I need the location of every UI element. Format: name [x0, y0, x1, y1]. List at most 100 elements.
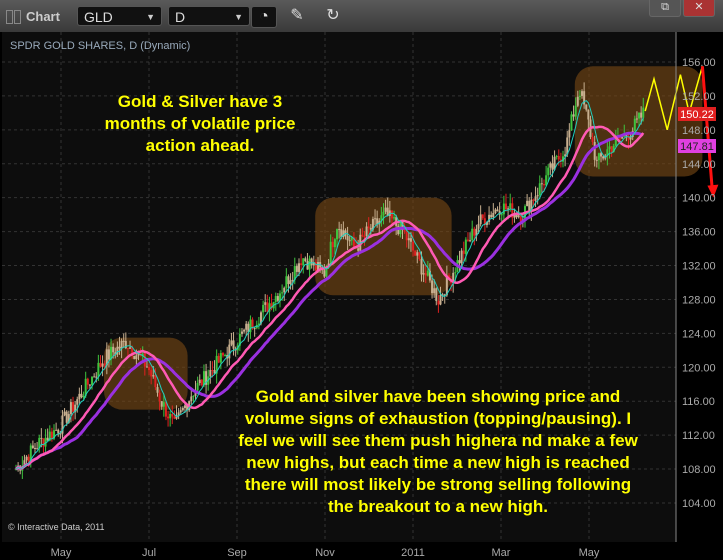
- candle-body: [196, 383, 199, 391]
- annotation-bottom: Gold and silver have been showing price …: [238, 387, 638, 516]
- svg-text:action ahead.: action ahead.: [146, 136, 255, 155]
- candle-body: [211, 370, 214, 372]
- candle-body: [209, 370, 212, 377]
- candle-body: [279, 293, 281, 301]
- candle-body: [124, 341, 127, 349]
- candle-body: [439, 294, 442, 305]
- candle-body: [129, 347, 132, 349]
- candle-body: [384, 207, 387, 212]
- candle-body: [276, 296, 279, 301]
- candle-body: [126, 348, 129, 350]
- candle-body: [247, 323, 250, 333]
- candle-body: [295, 266, 298, 272]
- candle-body: [221, 353, 224, 356]
- candle-body: [536, 195, 539, 197]
- candle-body: [93, 376, 96, 378]
- candle-body: [390, 210, 393, 219]
- candle-body: [36, 448, 39, 450]
- y-tick-label: 152.00: [682, 91, 716, 103]
- candle-body: [431, 280, 434, 294]
- candle-body: [46, 437, 49, 441]
- candle-body: [502, 203, 505, 215]
- svg-text:months of volatile price: months of volatile price: [105, 114, 296, 133]
- candle-body: [426, 270, 429, 276]
- candle-body: [452, 272, 455, 283]
- candle-body: [378, 220, 381, 225]
- candle-body: [485, 221, 488, 225]
- candle-body: [95, 376, 98, 378]
- candle-body: [78, 393, 81, 400]
- y-tick-label: 116.00: [682, 396, 715, 408]
- projection-arrow: [700, 66, 714, 192]
- candle-body: [82, 395, 85, 398]
- candle-body: [507, 208, 510, 210]
- candle-body: [549, 163, 552, 168]
- candle-body: [135, 355, 138, 360]
- candle-body: [173, 416, 176, 419]
- candle-body: [150, 370, 153, 377]
- candle-body: [156, 387, 159, 393]
- candle-body: [559, 159, 562, 162]
- candle-body: [526, 200, 529, 207]
- candle-body: [65, 411, 68, 423]
- candle-body: [585, 104, 588, 110]
- candle-body: [574, 105, 577, 117]
- candle-body: [405, 231, 408, 241]
- candle-body: [80, 393, 83, 398]
- symbol-select[interactable]: GLD ▼: [77, 6, 162, 26]
- candle-body: [262, 304, 265, 313]
- pencil-icon[interactable]: ✎: [290, 7, 304, 24]
- candle-body: [101, 363, 104, 367]
- candle-body: [545, 175, 548, 186]
- chart-window-icon: [6, 10, 13, 24]
- chart-title: SPDR GOLD SHARES, D (Dynamic): [10, 40, 190, 52]
- candle-body: [177, 412, 180, 416]
- candle-body: [331, 241, 334, 248]
- candle-body: [540, 183, 543, 185]
- candle-body: [162, 402, 165, 407]
- candle-body: [352, 237, 355, 247]
- candle-body: [346, 236, 349, 241]
- candle-body: [181, 407, 184, 411]
- candle-body: [627, 136, 630, 140]
- restore-icon[interactable]: ⧉: [649, 0, 681, 17]
- candle-body: [270, 303, 273, 309]
- close-icon[interactable]: ✕: [683, 0, 715, 17]
- candle-body: [477, 224, 480, 229]
- price-chart[interactable]: 104.00 108.00 112.00 116.00 120.00 124.00 128.…: [0, 32, 723, 560]
- y-tick-label: 124.00: [682, 328, 716, 340]
- y-tick-label: 108.00: [682, 464, 716, 476]
- candle-body: [25, 456, 28, 461]
- candle-body: [519, 215, 522, 223]
- candle-body: [367, 226, 370, 228]
- candle-body: [635, 118, 638, 120]
- candle-body: [528, 200, 531, 212]
- candle-body: [393, 217, 396, 219]
- ma-slow-line: [15, 131, 644, 471]
- candle-body: [469, 240, 472, 242]
- svg-text:feel we will see them push hig: feel we will see them push highera nd ma…: [238, 431, 638, 450]
- candle-body: [107, 349, 110, 360]
- projection-zigzag: [644, 66, 704, 131]
- candle-body: [460, 250, 463, 264]
- candle-body: [167, 416, 170, 419]
- candle-body: [105, 349, 108, 366]
- candle-body: [340, 229, 343, 237]
- last-price-label: 150.22: [678, 107, 716, 121]
- svg-text:volume signs of exhaustion (to: volume signs of exhaustion (topping/paus…: [245, 409, 631, 428]
- candle-body: [198, 379, 201, 384]
- candle-body: [38, 437, 41, 449]
- candle-body: [69, 402, 72, 415]
- x-tick-label: Nov: [315, 547, 335, 559]
- interval-select[interactable]: D ▼: [168, 6, 250, 26]
- candle-body: [369, 227, 372, 230]
- candle-body: [629, 137, 632, 140]
- y-tick-label: 104.00: [682, 498, 716, 510]
- candle-body: [534, 196, 537, 201]
- candle-body: [291, 279, 294, 281]
- candle-body: [445, 275, 448, 296]
- y-tick-label: 120.00: [682, 362, 716, 374]
- clock-icon[interactable]: ◔: [251, 6, 277, 28]
- refresh-chart-icon[interactable]: ↻: [326, 7, 340, 24]
- candle-body: [219, 353, 222, 363]
